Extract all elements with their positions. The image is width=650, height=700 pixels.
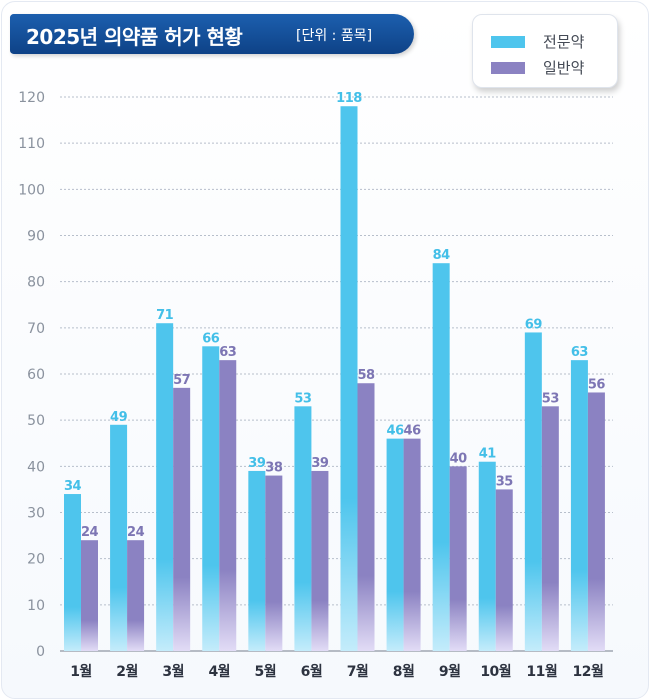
x-tick-label: 8월	[393, 663, 415, 680]
data-label: 71	[156, 308, 174, 323]
x-tick-label: 9월	[439, 663, 461, 680]
data-label: 53	[294, 391, 312, 406]
bar	[127, 540, 145, 651]
y-tick-label: 30	[27, 506, 45, 522]
bar	[340, 106, 358, 651]
bar	[219, 360, 237, 651]
x-tick-label: 4월	[208, 663, 230, 680]
y-tick-label: 50	[27, 413, 45, 429]
data-label: 63	[219, 345, 237, 360]
data-label: 24	[127, 525, 145, 540]
legend-swatch-prescription	[491, 36, 525, 48]
data-label: 46	[387, 424, 405, 439]
bar	[81, 540, 98, 651]
y-tick-label: 10	[27, 598, 45, 614]
y-tick-label: 40	[27, 459, 45, 475]
data-label: 57	[173, 373, 191, 388]
x-tick-label: 2월	[116, 663, 138, 680]
data-label: 39	[248, 456, 266, 471]
data-label: 46	[404, 424, 422, 439]
bar	[432, 263, 450, 651]
x-tick-label: 3월	[162, 663, 184, 680]
chart-title: 2025년 의약품 허가 현황	[26, 25, 243, 49]
bar	[156, 323, 174, 651]
x-tick-label: 10월	[480, 663, 511, 680]
data-label: 53	[542, 391, 560, 406]
data-label: 84	[433, 248, 451, 263]
chart-unit: [단위 : 품목]	[296, 28, 373, 44]
x-tick-label: 12월	[572, 663, 603, 680]
legend-label-prescription: 전문약	[543, 33, 585, 51]
x-tick-label: 1월	[70, 663, 92, 680]
data-label: 69	[525, 317, 543, 332]
data-label: 40	[450, 451, 468, 466]
data-label: 38	[265, 461, 283, 476]
bar	[64, 494, 81, 651]
bar	[386, 438, 404, 651]
y-tick-label: 100	[18, 182, 45, 198]
data-label: 56	[588, 377, 606, 392]
x-tick-label: 11월	[526, 663, 557, 680]
data-label: 49	[110, 410, 128, 425]
bar	[202, 346, 220, 651]
data-label: 41	[479, 447, 497, 462]
bar	[478, 461, 496, 651]
bar	[294, 406, 312, 651]
x-tick-label: 6월	[301, 663, 323, 680]
y-tick-label: 0	[36, 644, 45, 660]
x-tick-label: 7월	[347, 663, 369, 680]
bar	[495, 489, 513, 651]
y-tick-label: 70	[27, 321, 45, 337]
data-label: 63	[571, 345, 589, 360]
bar	[403, 438, 421, 651]
data-label: 35	[496, 474, 514, 489]
y-tick-label: 20	[27, 552, 45, 568]
bar	[587, 392, 605, 651]
bar	[541, 406, 559, 651]
x-tick-label: 5월	[255, 663, 277, 680]
y-tick-label: 120	[18, 90, 45, 106]
bar	[449, 466, 467, 651]
data-label: 24	[81, 525, 99, 540]
y-tick-label: 110	[18, 136, 45, 152]
legend-label-otc: 일반약	[543, 59, 585, 77]
data-label: 66	[202, 331, 220, 346]
bar	[248, 470, 266, 651]
title-banner: 2025년 의약품 허가 현황 [단위 : 품목]	[10, 14, 414, 54]
bar	[110, 424, 128, 651]
bar	[311, 470, 329, 651]
data-label: 39	[311, 456, 329, 471]
bar	[265, 475, 283, 651]
bar	[570, 360, 588, 651]
bar	[524, 332, 542, 651]
y-tick-label: 90	[27, 229, 45, 245]
bar	[357, 383, 375, 651]
data-label: 118	[336, 91, 362, 106]
legend-swatch-otc	[491, 62, 525, 74]
data-label: 34	[64, 479, 82, 494]
y-tick-label: 80	[27, 275, 45, 291]
legend: 전문약 일반약	[472, 14, 618, 88]
data-label: 58	[357, 368, 375, 383]
y-tick-label: 60	[27, 367, 45, 383]
bar	[173, 387, 191, 651]
